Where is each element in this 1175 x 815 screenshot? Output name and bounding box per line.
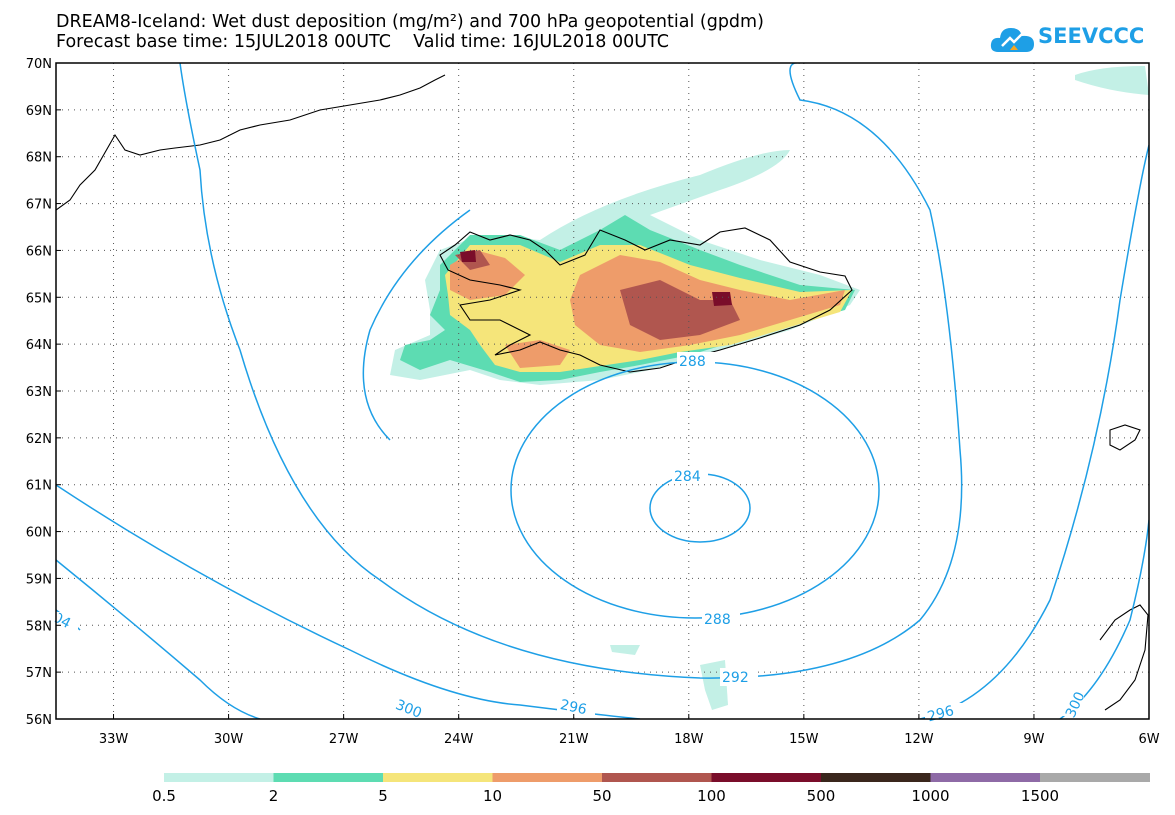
lon-tick-label: 33W <box>99 732 129 747</box>
dust-deposition-field <box>390 66 1149 710</box>
lat-tick-label: 57N <box>26 666 52 681</box>
coastlines <box>56 74 1149 711</box>
dust-area-darkred <box>712 292 732 306</box>
legend-swatch <box>930 773 1041 782</box>
map-title-line2: Forecast base time: 15JUL2018 00UTC Vali… <box>56 32 669 52</box>
legend-swatch <box>273 773 384 782</box>
legend-label: 2 <box>269 787 279 805</box>
legend-label: 100 <box>697 787 726 805</box>
contour-288 <box>510 361 880 619</box>
contour-label: 296 <box>926 703 956 725</box>
lat-tick-label: 65N <box>26 291 52 306</box>
coast-faroe <box>1109 424 1141 451</box>
legend-swatch <box>1040 773 1150 782</box>
legend-swatch <box>602 773 712 782</box>
legend-swatch <box>711 773 822 782</box>
lon-tick-label: 21W <box>559 732 589 747</box>
contour-label: 284 <box>674 469 701 485</box>
contour-label: 288 <box>679 354 706 370</box>
contour-292 <box>179 63 963 679</box>
lat-tick-label: 67N <box>26 198 52 213</box>
legend-label: 5 <box>378 787 388 805</box>
lon-tick-label: 9W <box>1023 732 1044 747</box>
contour-labels: 284 288 288 292 296 296 300 300 304 <box>42 352 1089 725</box>
legend-label: 1000 <box>911 787 949 805</box>
dust-area-brown <box>620 280 740 340</box>
dust-area-lightest-north <box>1075 66 1149 95</box>
lon-tick-label: 18W <box>674 732 704 747</box>
lat-tick-label: 56N <box>26 713 52 728</box>
lat-tick-label: 58N <box>26 619 52 634</box>
legend-swatch <box>164 773 274 782</box>
contour-label: 296 <box>559 697 589 718</box>
lat-tick-label: 69N <box>26 104 52 119</box>
legend-swatch <box>821 773 931 782</box>
lat-tick-label: 66N <box>26 244 52 259</box>
lat-tick-label: 64N <box>26 338 52 353</box>
legend-swatch <box>492 773 603 782</box>
coast-greenland <box>56 74 446 211</box>
lat-tick-label: 60N <box>26 526 52 541</box>
lon-tick-label: 12W <box>904 732 934 747</box>
lat-tick-label: 70N <box>26 57 52 72</box>
latitude-labels: 70N 69N 68N 67N 66N 65N 64N 63N 62N 61N 60N 59N 58N 5… <box>26 57 61 728</box>
legend-label: 0.5 <box>152 787 176 805</box>
dust-area-darkred-2 <box>460 250 476 262</box>
lat-tick-label: 62N <box>26 432 52 447</box>
legend-label: 50 <box>592 787 611 805</box>
lat-tick-label: 61N <box>26 479 52 494</box>
legend-label: 10 <box>483 787 502 805</box>
contour-label: 288 <box>704 612 731 628</box>
cloud-icon <box>990 28 1034 52</box>
seevccc-logo: SEEVCCC <box>990 18 1170 58</box>
contour-296-right <box>919 144 1149 719</box>
color-legend: 0.5 2 5 10 50 100 500 1000 1500 <box>152 773 1150 805</box>
lon-tick-label: 27W <box>329 732 359 747</box>
lat-tick-label: 59N <box>26 572 52 587</box>
legend-swatch <box>383 773 493 782</box>
logo-text: SEEVCCC <box>1038 24 1145 48</box>
contour-300-left <box>56 559 261 719</box>
lon-tick-label: 6W <box>1138 732 1159 747</box>
lon-tick-label: 30W <box>214 732 244 747</box>
legend-label: 1500 <box>1021 787 1059 805</box>
lon-tick-label: 24W <box>444 732 474 747</box>
lat-tick-label: 68N <box>26 151 52 166</box>
lat-tick-label: 63N <box>26 385 52 400</box>
contour-296-left <box>56 484 641 719</box>
longitude-labels: 33W 30W 27W 24W 21W 18W 15W 12W 9W 6W <box>99 714 1160 747</box>
legend-label: 500 <box>807 787 836 805</box>
contour-label: 292 <box>722 670 749 686</box>
dust-area-lightest-small <box>610 645 640 655</box>
graticule <box>56 63 1149 719</box>
coast-scotland <box>1099 604 1149 711</box>
contour-label: 300 <box>393 697 424 722</box>
map-title-line1: DREAM8-Iceland: Wet dust deposition (mg/… <box>56 12 764 32</box>
lon-tick-label: 15W <box>789 732 819 747</box>
